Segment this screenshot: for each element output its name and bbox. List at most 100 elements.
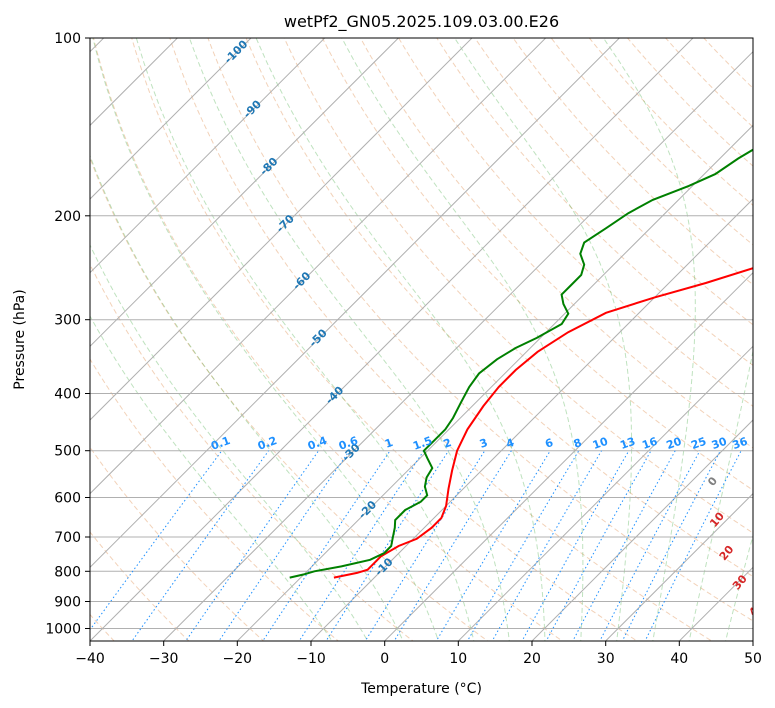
temperature-profile-line — [333, 267, 753, 579]
dry-adiabat-line — [92, 38, 564, 641]
mixing-ratio-label: 4 — [504, 436, 516, 451]
axes: −40 −30 −20 −10 0 10 20 30 40 5010020030040050060… — [45, 31, 762, 667]
dry-adiabat-line — [664, 38, 753, 128]
isotherm-line — [383, 271, 753, 641]
mixing-ratio-line — [185, 450, 320, 641]
mixing-ratio-line — [262, 450, 391, 641]
dry-adiabat-line — [359, 38, 753, 449]
moist-adiabat-line — [454, 38, 633, 641]
x-axis-title: Temperature (°C) — [360, 681, 482, 697]
mixing-ratio-line — [545, 450, 652, 641]
x-tick-label: 40 — [670, 651, 688, 667]
x-tick-label: −30 — [149, 651, 179, 667]
moist-adiabat-line — [688, 348, 753, 641]
mixing-ratio-line — [393, 450, 512, 641]
dry-adiabat-label: -20 — [356, 498, 379, 521]
isotherm-line — [90, 38, 694, 641]
mixing-ratio-line — [599, 450, 701, 641]
moist-adiabat-label: 10 — [707, 509, 727, 529]
isotherm-line — [531, 419, 753, 641]
moist-adiabat-line — [255, 38, 546, 641]
plot-frame — [89, 37, 754, 642]
dry-adiabat-line — [588, 38, 753, 207]
y-tick-label: 100 — [54, 31, 81, 47]
mixing-ratio-label: 36 — [731, 435, 750, 453]
mixing-ratio-line — [364, 450, 486, 641]
moist-adiabat-label: 20 — [717, 543, 737, 563]
mixing-ratio-label: 1 — [383, 436, 395, 451]
moist-adiabat-line — [90, 243, 369, 641]
dry-adiabat-line — [90, 156, 489, 641]
mixing-ratio-line — [90, 450, 223, 631]
dry-adiabat-line — [90, 446, 265, 641]
y-axis-title: Pressure (hPa) — [12, 289, 28, 389]
dry-adiabat-line — [207, 38, 753, 622]
dewpoint-profile-line — [289, 148, 753, 579]
y-tick-label: 400 — [54, 387, 81, 403]
x-tick-label: 20 — [523, 651, 541, 667]
y-tick-label: 600 — [54, 491, 81, 507]
dry-adiabat-label: -10 — [372, 555, 395, 578]
isotherm-line — [90, 38, 179, 127]
moist-adiabat-label: 40 — [746, 599, 766, 619]
mixing-ratio-label: 25 — [689, 435, 708, 452]
isotherm-line — [604, 492, 753, 641]
moist-adiabat-line — [602, 38, 696, 641]
mixing-ratio-label: 2 — [442, 436, 454, 451]
mixing-ratio-line — [218, 450, 350, 641]
mixing-ratio-label: 13 — [618, 435, 637, 452]
isotherm-line — [162, 50, 753, 641]
y-tick-label: 900 — [54, 595, 81, 611]
moist-adiabat-line — [135, 38, 475, 641]
dry-adiabat-line — [90, 263, 414, 641]
x-tick-label: 10 — [449, 651, 467, 667]
mixing-ratio-label: 20 — [665, 435, 684, 453]
y-tick-label: 500 — [54, 444, 81, 460]
mixing-ratio-label: 3 — [478, 436, 490, 451]
dry-adiabat-label: -90 — [241, 97, 264, 120]
y-tick-label: 800 — [54, 564, 81, 580]
isotherm-line — [90, 38, 400, 348]
isotherm-line — [457, 345, 753, 641]
x-tick-label: −10 — [296, 651, 326, 667]
mixing-ratio-label: 0.4 — [306, 434, 329, 453]
isotherm-line — [0, 11, 57, 653]
mixing-ratio-label: 6 — [543, 436, 555, 451]
x-tick-label: −20 — [223, 651, 253, 667]
dry-adiabat-line — [90, 531, 190, 641]
dry-adiabat-label: -50 — [307, 326, 330, 349]
y-tick-label: 1000 — [45, 622, 81, 638]
y-tick-label: 300 — [54, 313, 81, 329]
dry-adiabat-line — [169, 38, 713, 641]
isotherm-line — [90, 38, 252, 200]
isotherm-line — [236, 124, 753, 641]
mixing-ratio-line — [325, 450, 450, 641]
y-tick-label: 200 — [54, 209, 81, 225]
isotherm-line — [90, 38, 547, 495]
x-tick-label: 0 — [380, 651, 389, 667]
dry-adiabat-line — [398, 38, 753, 407]
moist-adiabat-line — [90, 315, 333, 641]
moist-adiabat-line — [724, 533, 753, 641]
mixing-ratio-line — [298, 450, 425, 641]
mixing-ratio-label: 0.2 — [256, 434, 279, 453]
dry-adiabat-label: -100 — [222, 37, 251, 66]
chart-title: wetPf2_GN05.2025.109.03.00.E26 — [284, 12, 559, 32]
mixing-ratio-line — [572, 450, 676, 641]
mixing-ratio-line — [131, 450, 270, 641]
mixing-ratio-label: 0.1 — [209, 434, 232, 453]
mixing-ratio-label: 10 — [591, 435, 610, 453]
dry-adiabat-line — [283, 38, 753, 534]
x-tick-label: 50 — [744, 651, 762, 667]
dry-adiabat-line — [474, 38, 753, 326]
isotherm-line — [90, 38, 621, 569]
mixing-ratio-line — [491, 450, 602, 641]
dry-adiabat-line — [90, 358, 340, 641]
mixing-ratio-line — [521, 450, 630, 641]
mixing-ratio-label: 0.6 — [337, 434, 360, 453]
mixing-ratio-label: 1.5 — [411, 434, 434, 453]
mixing-ratio-label: 30 — [710, 435, 729, 453]
x-tick-label: 30 — [597, 651, 615, 667]
dry-adiabat-line — [512, 38, 753, 286]
